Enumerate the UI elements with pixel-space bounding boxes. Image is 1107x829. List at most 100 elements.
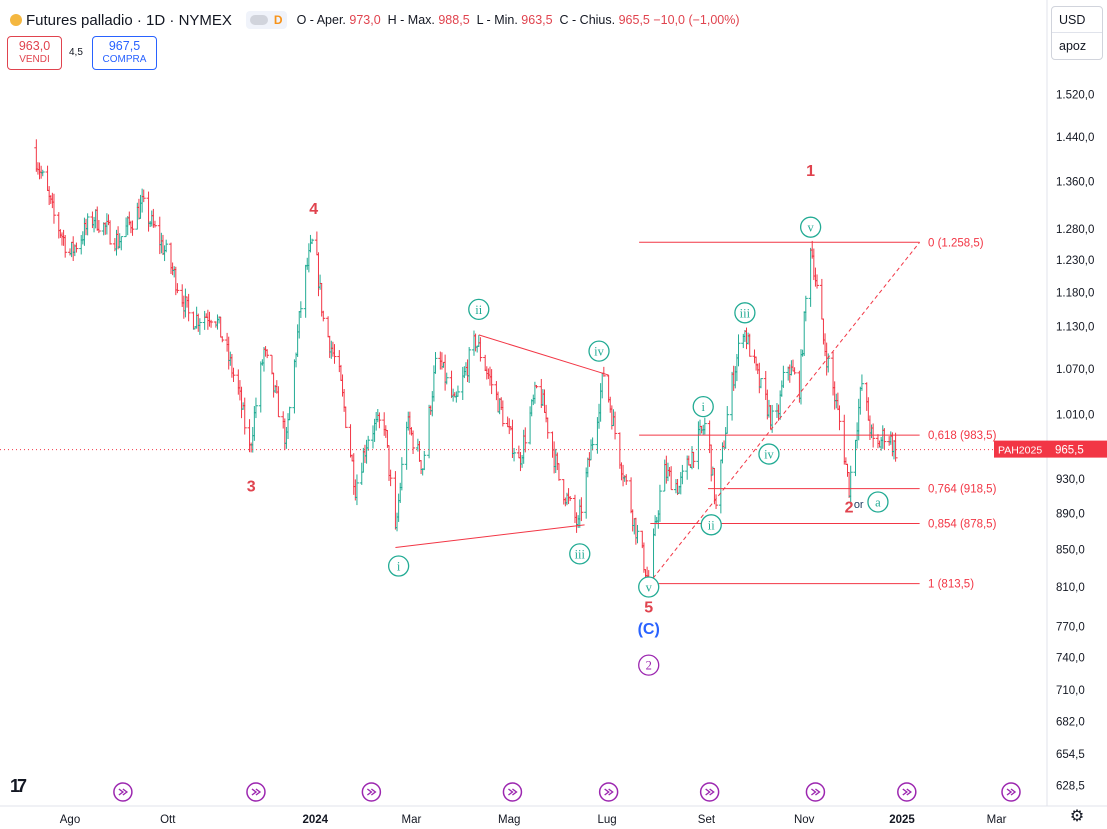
currency-selector[interactable]: USD (1059, 13, 1086, 27)
scale-settings: USD apoz (1051, 6, 1103, 60)
x-tick-label: 2025 (889, 814, 915, 826)
ohlc-bar (443, 354, 448, 391)
y-tick-label: 850,0 (1056, 544, 1085, 556)
svg-text:iii: iii (575, 547, 586, 561)
y-tick-label: 890,0 (1056, 508, 1085, 520)
ohlc-bar (366, 435, 371, 451)
wave-label-circled: iv (588, 340, 610, 362)
svg-text:iv: iv (764, 448, 774, 462)
symbol-tag-bg (994, 440, 1047, 458)
event-marker-icon[interactable] (113, 782, 133, 802)
ohlc-bar (348, 424, 353, 458)
y-tick-label: 740,0 (1056, 653, 1085, 665)
y-tick-label: 1.360,0 (1056, 177, 1094, 189)
y-tick-label: 1.130,0 (1056, 322, 1094, 334)
ohlc-bar (74, 242, 79, 253)
ohlc-bar (265, 349, 270, 359)
fib-level-label: 0,618 (983,5) (928, 430, 997, 442)
ohlc-bar (702, 417, 707, 435)
event-marker-icon[interactable] (699, 782, 720, 802)
svg-text:v: v (807, 221, 814, 235)
ohlc-bar (197, 318, 202, 335)
ohlc-bar (253, 397, 258, 419)
x-tick-label: Nov (794, 814, 815, 826)
ohlc-bar (220, 336, 225, 343)
wave-label-circled: iv (758, 443, 780, 465)
ohlc-bar (314, 231, 319, 256)
event-marker-icon[interactable] (598, 782, 619, 802)
ohlc-bar (63, 235, 68, 258)
event-marker-icon[interactable] (361, 782, 382, 802)
or-label: or (854, 499, 864, 511)
wave-label-circled: i (387, 555, 410, 577)
ohlc-bar (556, 463, 561, 481)
y-tick-label: 770,0 (1056, 622, 1085, 634)
ohlc-bar (40, 169, 45, 177)
ohlc-bar (624, 474, 629, 485)
ohlc-bar (781, 365, 786, 388)
svg-text:ii: ii (475, 303, 482, 317)
event-marker-icon[interactable] (897, 782, 917, 802)
event-marker-icon[interactable] (805, 782, 826, 802)
ohlc-bar (718, 459, 723, 514)
ohlc-bar (819, 278, 824, 320)
ohlc-bar (725, 406, 730, 434)
chart-title[interactable]: Futures palladio · 1D · NYMEX (26, 11, 232, 29)
event-marker-icon[interactable] (502, 782, 523, 802)
wave-label-circled: i (692, 395, 714, 418)
event-marker-icon[interactable] (246, 782, 266, 802)
svg-text:2: 2 (646, 659, 652, 673)
ohlc-bar (411, 430, 416, 454)
buy-button[interactable]: 967,5 COMPRA (92, 36, 157, 70)
fib-trend-line (648, 241, 921, 584)
last-price-tag: 965,5 (1055, 445, 1084, 457)
wave-label-circled: a (867, 491, 889, 513)
x-tick-label: Set (698, 814, 716, 826)
fib-level-label: 0,854 (878,5) (928, 518, 997, 530)
ohlc-bar (310, 238, 315, 245)
y-tick-label: 1.230,0 (1056, 255, 1094, 267)
y-tick-label: 654,5 (1056, 749, 1085, 761)
y-tick-label: 1.180,0 (1056, 288, 1094, 300)
tradingview-logo-icon: 17 (10, 776, 27, 796)
symbol-tag: PAH2025 (998, 445, 1042, 457)
ohlc-bar (489, 369, 494, 395)
ohlc-bar (545, 417, 550, 439)
ohlc-bar (354, 474, 359, 506)
ohlc-bar (590, 437, 595, 451)
visibility-toggle[interactable]: D (245, 11, 287, 29)
ohlc-bar (478, 337, 483, 362)
eye-icon (249, 15, 268, 25)
gear-icon[interactable]: ⚙ (1069, 808, 1085, 825)
ohlc-bar (130, 220, 135, 236)
x-tick-label: Mag (498, 814, 520, 826)
ohlc-bar (893, 432, 898, 462)
ohlc-bar (629, 477, 634, 514)
ohlc-bar (186, 293, 191, 322)
ohlc-bar (269, 354, 274, 375)
event-marker-icon[interactable] (1001, 782, 1021, 802)
wave-label-circled: v (799, 216, 822, 238)
wave-label-circled: ii (700, 514, 722, 536)
wave-label-circled-purple: 2 (638, 654, 660, 676)
ohlc-bar (175, 283, 180, 294)
sell-price: 963,0 (18, 39, 51, 53)
svg-text:a: a (875, 495, 881, 509)
chart-legend: Futures palladio · 1D · NYMEX D O - Aper… (10, 10, 740, 30)
wave-label-blue: (C) (638, 621, 660, 638)
ohlc-bar (231, 367, 236, 382)
symbol-logo-icon (10, 14, 22, 26)
y-tick-label: 930,0 (1056, 474, 1085, 486)
fib-level-label: 0 (1.258,5) (928, 237, 984, 249)
ohlc-bar (579, 497, 584, 522)
sell-button[interactable]: 963,0 VENDI (7, 36, 62, 70)
ohlc-bar (842, 414, 847, 465)
ohlc-bar (119, 236, 124, 251)
scale-mode-selector[interactable]: apoz (1052, 32, 1102, 58)
ohlc-bar (444, 372, 449, 385)
ohlc-bar (258, 361, 263, 413)
delay-badge: D (273, 13, 283, 27)
fib-retracement: 0 (1.258,5) 0,618 (983,5) 0,764 (918,5) 0,8… (639, 237, 997, 591)
ohlc-bar (209, 319, 214, 328)
